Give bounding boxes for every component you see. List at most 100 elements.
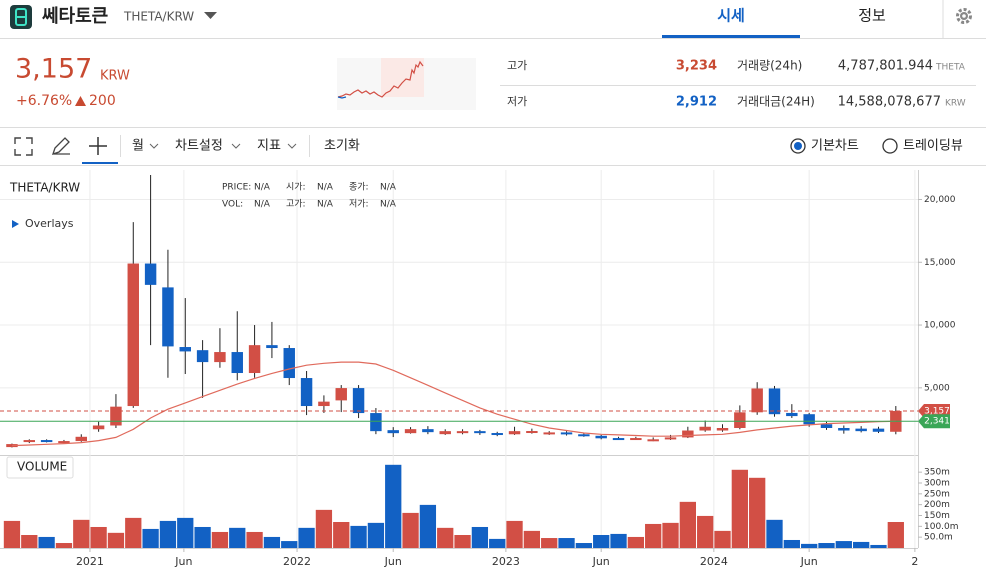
candle-body	[560, 432, 573, 435]
candle-body	[768, 388, 781, 415]
candle-body	[58, 441, 70, 444]
x-tick-label: 2	[911, 555, 918, 568]
info-label: PRICE:	[222, 183, 251, 193]
volume-bar	[38, 536, 55, 548]
info-value: N/A	[254, 183, 271, 193]
volume-bar	[853, 541, 870, 548]
y-tick-label: 5,000	[924, 383, 950, 393]
price-tag-label: 2,341	[924, 417, 950, 427]
stat-label: 거래량(24h)	[737, 59, 802, 73]
candle-body	[803, 414, 815, 425]
candle-body	[786, 412, 798, 417]
moving-average	[11, 361, 896, 447]
radio-label[interactable]: 트레이딩뷰	[903, 139, 963, 154]
candle-body	[387, 430, 399, 434]
pair-dropdown[interactable]	[204, 12, 217, 19]
volume-bar	[593, 535, 610, 548]
settings-gear[interactable]	[956, 8, 972, 24]
volume-bar	[749, 477, 766, 548]
volume-bar	[870, 544, 887, 548]
volume-bar	[575, 543, 593, 548]
radio-label[interactable]: 기본차트	[811, 139, 859, 154]
x-tick-label: Jun	[384, 555, 402, 568]
volume-bar	[645, 523, 662, 548]
volume-bar	[55, 543, 73, 548]
volume-bar	[350, 525, 367, 548]
stat-unit: KRW	[945, 99, 966, 109]
menu[interactable]: 차트설정	[175, 139, 223, 154]
price-tag	[918, 414, 950, 429]
volume-bar	[333, 522, 350, 548]
candle-body	[612, 438, 625, 441]
candle-body	[716, 428, 729, 431]
y-tick-label: 10,000	[924, 321, 956, 331]
overlays-toggle[interactable]	[12, 220, 19, 228]
candle-body	[110, 406, 122, 426]
price-unit: KRW	[100, 69, 130, 84]
price-tag-label: 3,157	[924, 406, 950, 416]
volume-bar	[731, 469, 748, 548]
candle-body	[855, 428, 867, 432]
coin-pair[interactable]: THETA/KRW	[123, 10, 194, 24]
volume-bar	[298, 527, 315, 548]
candle-body	[214, 352, 226, 363]
change: 200	[89, 93, 116, 109]
candle-body	[543, 432, 555, 435]
info-value: N/A	[317, 200, 334, 210]
volume-bar	[766, 519, 783, 548]
x-tick-label: 2024	[700, 555, 728, 568]
overlays-label[interactable]: Overlays	[25, 217, 74, 230]
candle-body	[40, 440, 53, 443]
volume-tick-label: 150m	[924, 511, 950, 521]
reset-button[interactable]: 초기화	[324, 139, 360, 154]
candle-body	[664, 437, 677, 440]
volume-bar	[835, 541, 852, 548]
crosshair-icon[interactable]	[89, 137, 107, 155]
volume-bar	[159, 520, 177, 548]
grid	[0, 170, 922, 552]
menu[interactable]: 지표	[257, 139, 281, 154]
price: 3,157	[15, 54, 92, 85]
sparkline-highlight	[381, 58, 424, 97]
candle-body	[75, 436, 87, 442]
stat-value: 3,234	[676, 59, 717, 74]
candle-body	[456, 431, 469, 434]
volume-bar	[558, 538, 575, 548]
volume-bar	[627, 536, 645, 548]
candle-body	[508, 431, 521, 435]
volume-bar	[679, 501, 696, 548]
gear-hole	[962, 14, 966, 18]
chevron	[149, 143, 159, 149]
info-label: 종가:	[349, 182, 369, 193]
menu[interactable]: 월	[132, 139, 144, 154]
volume-bar	[402, 512, 419, 548]
candle-body	[266, 345, 278, 349]
tab[interactable]: 정보	[858, 7, 886, 25]
candle-body	[820, 424, 833, 429]
candle-body	[491, 433, 503, 436]
candle-body	[231, 352, 243, 374]
candle-body	[526, 431, 538, 434]
volume-bar	[211, 531, 229, 548]
up-arrow	[75, 96, 86, 106]
volume-bar	[3, 520, 21, 548]
tab[interactable]: 시세	[717, 7, 745, 25]
volume-bar	[697, 515, 714, 548]
candle-body	[179, 347, 191, 352]
fullscreen-icon[interactable]	[14, 137, 33, 156]
volume-bar	[454, 535, 471, 548]
volume-bar	[315, 509, 333, 548]
draw-icon[interactable]	[51, 137, 70, 156]
volume-bar	[887, 522, 904, 548]
candle-body	[283, 348, 295, 379]
candle-body	[23, 440, 36, 443]
radio[interactable]	[790, 138, 806, 154]
volume-bar	[281, 541, 298, 548]
volume-bar	[367, 522, 385, 548]
info-value: N/A	[254, 200, 271, 210]
volume-bar	[90, 526, 107, 548]
radio[interactable]	[882, 138, 898, 154]
candle-body	[370, 413, 382, 432]
volume-tick-label: 300m	[924, 479, 950, 489]
change-rate: +6.76%	[16, 93, 72, 109]
